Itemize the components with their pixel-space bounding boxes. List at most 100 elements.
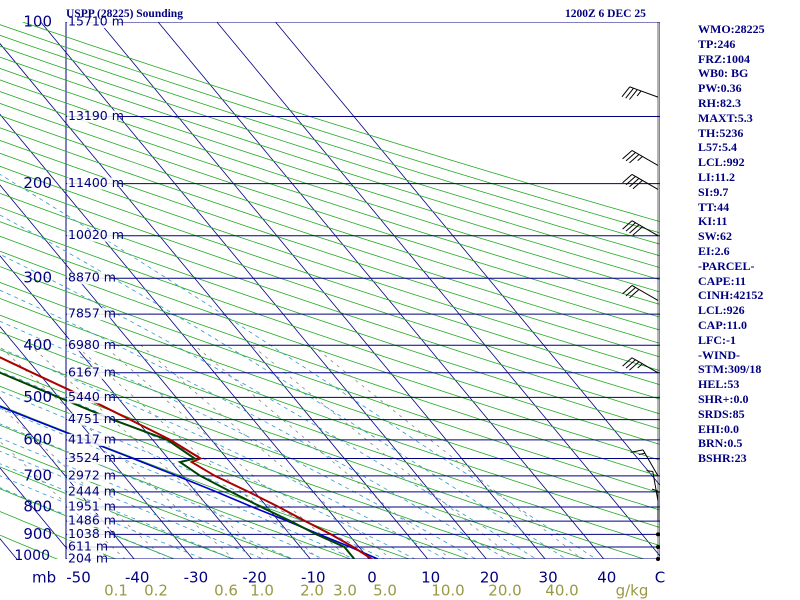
temperature-tick-label: 10 [421,569,440,587]
wind-barb [656,532,660,537]
dry-adiabat [0,179,660,400]
barb-half-flag [651,488,659,492]
temperature-tick-label: -40 [125,569,150,587]
mixing-ratio-line [251,344,515,559]
barb-staff [631,173,659,190]
dry-adiabat [0,91,660,305]
dry-adiabat [0,139,660,358]
parcel-trace [0,405,379,559]
index-panel: WMO:28225 TP:246 FRZ:1004 WB0: BG PW:0.36 RH:… [698,22,798,466]
pressure-tick-label: 900 [23,525,52,543]
mixing-ratio-line [311,344,583,559]
barb-flag [622,285,633,295]
height-label: 611 m [68,539,108,554]
temperature-tick-label: -30 [184,569,209,587]
barb-staff [631,150,659,166]
barb-flag [629,89,638,100]
height-label: 11400 m [68,175,124,190]
barb-staff [631,285,659,301]
height-label: 3524 m [68,450,116,465]
height-label-bg [67,553,103,565]
index-line: FRZ:1004 [698,51,750,66]
index-line: MAXT:5.3 [698,110,753,125]
pressure-tick-label: 200 [23,174,52,192]
index-line: CINH:42152 [698,288,764,303]
pressure-tick-label: 300 [23,269,52,287]
height-label-bg [67,391,111,404]
dry-adiabat [0,192,660,415]
height-label-bg [67,469,111,482]
pressure-tick-label: 800 [23,497,52,515]
mixing-ratio-line [103,344,351,559]
height-label: 8870 m [68,270,116,285]
barb-flag [632,180,643,190]
isotherm [0,467,76,559]
wind-barb [646,470,659,502]
height-label-bg [67,433,111,446]
barb-flag [629,224,640,234]
index-line: SRDS:85 [698,406,745,421]
sounding-datetime: 1200Z 6 DEC 25 [565,8,646,20]
barb-flag [625,87,634,99]
index-line: HEL:53 [698,377,740,392]
height-label: 10020 m [68,227,124,242]
pressure-tick-label: 100 [23,13,52,31]
dry-adiabat [0,298,660,528]
mixing-ratio-tick-label: 0.2 [144,582,168,600]
height-label: 1951 m [68,498,116,513]
barb-flag [629,178,640,188]
height-label-bg [67,452,111,465]
isotherm [216,22,660,557]
index-line: LFC:-1 [698,332,736,347]
calm-circle [656,557,660,561]
dry-adiabat [0,206,660,430]
dry-adiabat [0,349,587,559]
dry-adiabat [0,331,646,559]
barb-half-flag [637,156,643,162]
height-label: 2972 m [68,467,116,482]
isotherm [0,325,194,559]
barb-flag [625,287,636,297]
dry-adiabat [0,235,660,461]
index-line: CAP:11.0 [698,317,747,332]
wind-barb [651,488,659,522]
index-line: SW:62 [698,229,733,244]
station-title: USPP (28225) Sounding [66,8,183,20]
height-label: 4117 m [68,431,116,446]
dry-adiabat [0,165,660,386]
index-line: -WIND- [698,347,740,362]
barb-flag [625,222,636,232]
wind-barb [622,150,659,166]
temperature-tick-label: 30 [539,569,558,587]
dry-adiabat [0,511,117,559]
barb-flag [622,220,633,230]
mixing-ratio-line [0,346,235,559]
plot-frame [65,22,660,559]
barb-half-flag [637,363,643,369]
index-line: TH:5236 [698,125,744,140]
dry-adiabat [0,152,660,372]
barb-flag [632,226,643,236]
mixing-ratio-line [75,345,320,559]
height-label-bg [67,308,111,321]
mixing-ratio-line [194,344,451,559]
barb-flag [630,449,644,453]
dry-adiabat [0,424,352,559]
temperature-tick-label: 40 [597,569,616,587]
barb-flag [622,174,633,184]
isotherm [99,22,546,559]
dry-adiabat [0,466,235,559]
index-line: BRN:0.5 [698,436,743,451]
index-line: TP:246 [698,36,736,51]
dry-adiabat [0,221,660,445]
height-label: 1038 m [68,526,116,541]
height-label-bg [67,110,118,123]
dry-adiabat [0,127,660,344]
barb-flag [629,289,640,299]
height-label: 204 m [68,551,108,566]
mixing-ratio-tick-label: 0.1 [104,582,128,600]
dry-adiabat [0,385,470,559]
temperature-unit-label: C [655,569,665,587]
index-line: CAPE:11 [698,273,746,288]
index-line: SI:9.7 [698,184,729,199]
